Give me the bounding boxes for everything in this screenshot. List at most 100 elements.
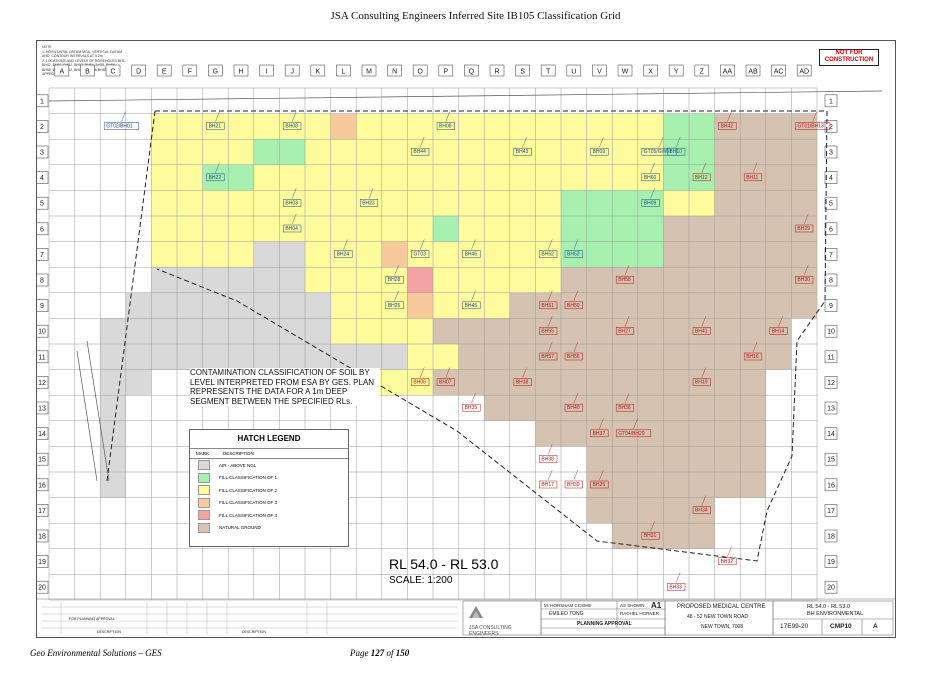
legend-row: FILL CLASSIFICATION OF 3 — [190, 497, 348, 510]
svg-text:BH06: BH06 — [413, 380, 426, 386]
row-label: 5 — [829, 201, 833, 208]
grid-cell — [663, 190, 689, 216]
grid-cell — [433, 164, 459, 191]
column-label: L — [341, 69, 345, 76]
grid-cell — [253, 241, 280, 268]
grid-cell — [279, 164, 305, 191]
row-label: 15 — [827, 457, 835, 464]
column-label-box — [540, 64, 556, 77]
borehole-markers: GT02/BH01 BH21 BH08 BH08 BH44 BH43 BH09 GT05/GW… — [103, 111, 831, 591]
grid-cell — [663, 241, 689, 268]
road-lines — [48, 90, 883, 482]
row-label-box — [824, 94, 838, 108]
grid-cell — [177, 267, 203, 293]
row-label-box — [37, 324, 49, 338]
note-line: 2. LOCATIONS AND LEVELS OF BOREHOLES BH1… — [42, 58, 126, 63]
grid-cell — [202, 113, 229, 140]
grid-cell — [484, 241, 510, 268]
row-label: 20 — [38, 585, 46, 592]
grid-cell — [740, 344, 766, 370]
svg-text:BH16: BH16 — [746, 354, 759, 360]
grid-cell — [637, 292, 664, 319]
row-label-box — [824, 580, 838, 594]
svg-text:BH42: BH42 — [721, 124, 734, 130]
column-label: Z — [700, 69, 705, 76]
borehole-bh12: BH12 — [692, 162, 711, 182]
grid-cell — [202, 190, 229, 216]
grid-cell — [535, 241, 561, 268]
grid-cell — [561, 267, 587, 293]
svg-text:BH38: BH38 — [541, 456, 554, 462]
column-label-box — [643, 64, 658, 77]
column-label: E — [162, 69, 167, 76]
borehole-bh03: BH03 — [283, 188, 302, 207]
svg-text:BH10: BH10 — [669, 149, 682, 155]
column-label: D — [136, 69, 141, 76]
grid-cell — [305, 344, 331, 370]
borehole-gt02-bh01: GT02/BH01 — [103, 111, 140, 130]
column-label: R — [494, 69, 499, 76]
grid-cell — [637, 216, 664, 242]
borehole-bh26: BH26 — [590, 469, 609, 489]
column-label-box — [592, 64, 607, 77]
grid-cell — [151, 113, 177, 140]
grid-cell — [484, 139, 510, 165]
grid-cell — [765, 267, 792, 293]
column-label-box — [284, 64, 300, 77]
grid-cell — [509, 241, 536, 268]
column-label: M — [366, 69, 372, 76]
grid-cell — [663, 497, 689, 524]
borehole-bh39: BH39 — [564, 469, 583, 489]
grid-cell — [381, 292, 408, 319]
borehole-bh40: BH40 — [564, 393, 583, 412]
column-label-box — [387, 64, 402, 77]
grid-cell — [484, 369, 510, 396]
svg-text:GT04/BH20: GT04/BH20 — [618, 431, 645, 437]
column-label-box — [80, 64, 95, 77]
grid-cell — [740, 190, 766, 216]
grid-cell — [151, 241, 177, 268]
column-label: C — [110, 69, 115, 76]
borehole-bh31: BH31 — [641, 521, 660, 540]
borehole-bh18: BH18 — [513, 367, 532, 386]
borehole-bh53: BH53 — [564, 239, 583, 258]
grid-cell — [509, 113, 536, 140]
grid-cell — [407, 216, 433, 242]
column-label-box — [156, 64, 172, 77]
borehole-bh16: BH16 — [743, 341, 763, 361]
grid-cell — [125, 344, 152, 370]
grid-cell — [714, 369, 741, 396]
grid-cell — [689, 241, 715, 268]
borehole-bh44: BH44 — [411, 137, 430, 156]
grid-cell — [228, 113, 254, 140]
svg-text:BH58: BH58 — [618, 277, 631, 283]
grid-cell — [689, 446, 715, 472]
grid-cell — [689, 472, 715, 498]
grid-cell — [740, 369, 766, 396]
grid-cell — [433, 113, 459, 140]
grid-cell — [586, 292, 613, 319]
grid-cell — [637, 190, 664, 216]
drawing-title-2: BH ENVIRONMENTAL — [807, 611, 864, 617]
grid-cell — [740, 395, 766, 421]
project-number: 17E99-20 — [780, 623, 809, 630]
grid-cell — [100, 395, 126, 421]
note-line: 1. HORIZONTAL DATUM MGA, VERTICAL DATUM — [42, 49, 123, 54]
grid-cell — [458, 190, 485, 216]
column-label: A — [59, 69, 64, 76]
grid-cell — [330, 344, 357, 370]
grid-cell — [765, 292, 792, 319]
grid-cell — [612, 318, 638, 344]
grid-cell — [612, 497, 638, 524]
svg-text:BH41: BH41 — [695, 328, 708, 334]
grid-cell — [535, 164, 561, 191]
grid-cell — [253, 344, 280, 370]
grid-cell — [100, 318, 126, 344]
row-label: 18 — [827, 534, 835, 541]
grid-cell — [253, 139, 280, 165]
row-label: 4 — [829, 175, 833, 182]
grid-cell — [561, 139, 587, 165]
grid-cell — [740, 113, 766, 140]
grid-cell — [612, 446, 638, 472]
borehole-bh19: BH19 — [692, 367, 711, 386]
